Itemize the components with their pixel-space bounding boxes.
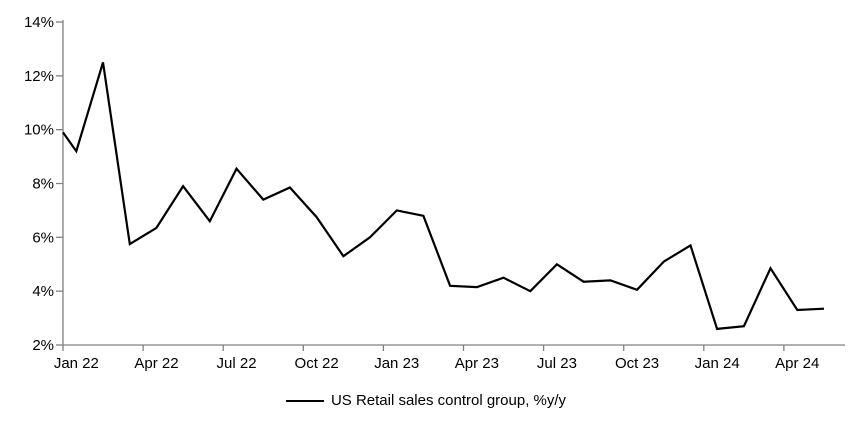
y-tick-label: 14% [24, 14, 54, 31]
series-line-us-retail-control [62, 62, 825, 331]
x-tick-label: Apr 24 [775, 355, 819, 372]
legend-line-swatch [285, 399, 324, 402]
x-tick-label: Jul 22 [217, 355, 257, 372]
y-tick-label: 12% [24, 68, 54, 85]
x-tick-label: Apr 23 [455, 355, 499, 372]
y-tick-label: 4% [32, 283, 54, 300]
y-tick-label: 2% [32, 337, 54, 354]
y-tick-label: 6% [32, 229, 54, 246]
legend-label: US Retail sales control group, %y/y [330, 392, 567, 409]
x-tick-label: Jul 23 [537, 355, 577, 372]
y-axis: 2% 4% 6% 8% 10% 12% 14% [24, 14, 63, 354]
x-tick-label: Jan 23 [374, 355, 419, 372]
x-tick-label: Apr 22 [134, 355, 178, 372]
x-axis: Jan 22 Apr 22 Jul 22 Oct 22 Jan 23 Apr 23 Jul … [54, 345, 819, 372]
y-tick-label: 8% [32, 176, 54, 193]
axes [62, 20, 845, 346]
x-tick-label: Oct 22 [295, 355, 339, 372]
y-tick-label: 10% [24, 122, 54, 139]
chart-legend: US Retail sales control group, %y/y [0, 392, 852, 409]
x-tick-label: Oct 23 [615, 355, 659, 372]
x-tick-label: Jan 24 [695, 355, 740, 372]
x-tick-label: Jan 22 [54, 355, 99, 372]
